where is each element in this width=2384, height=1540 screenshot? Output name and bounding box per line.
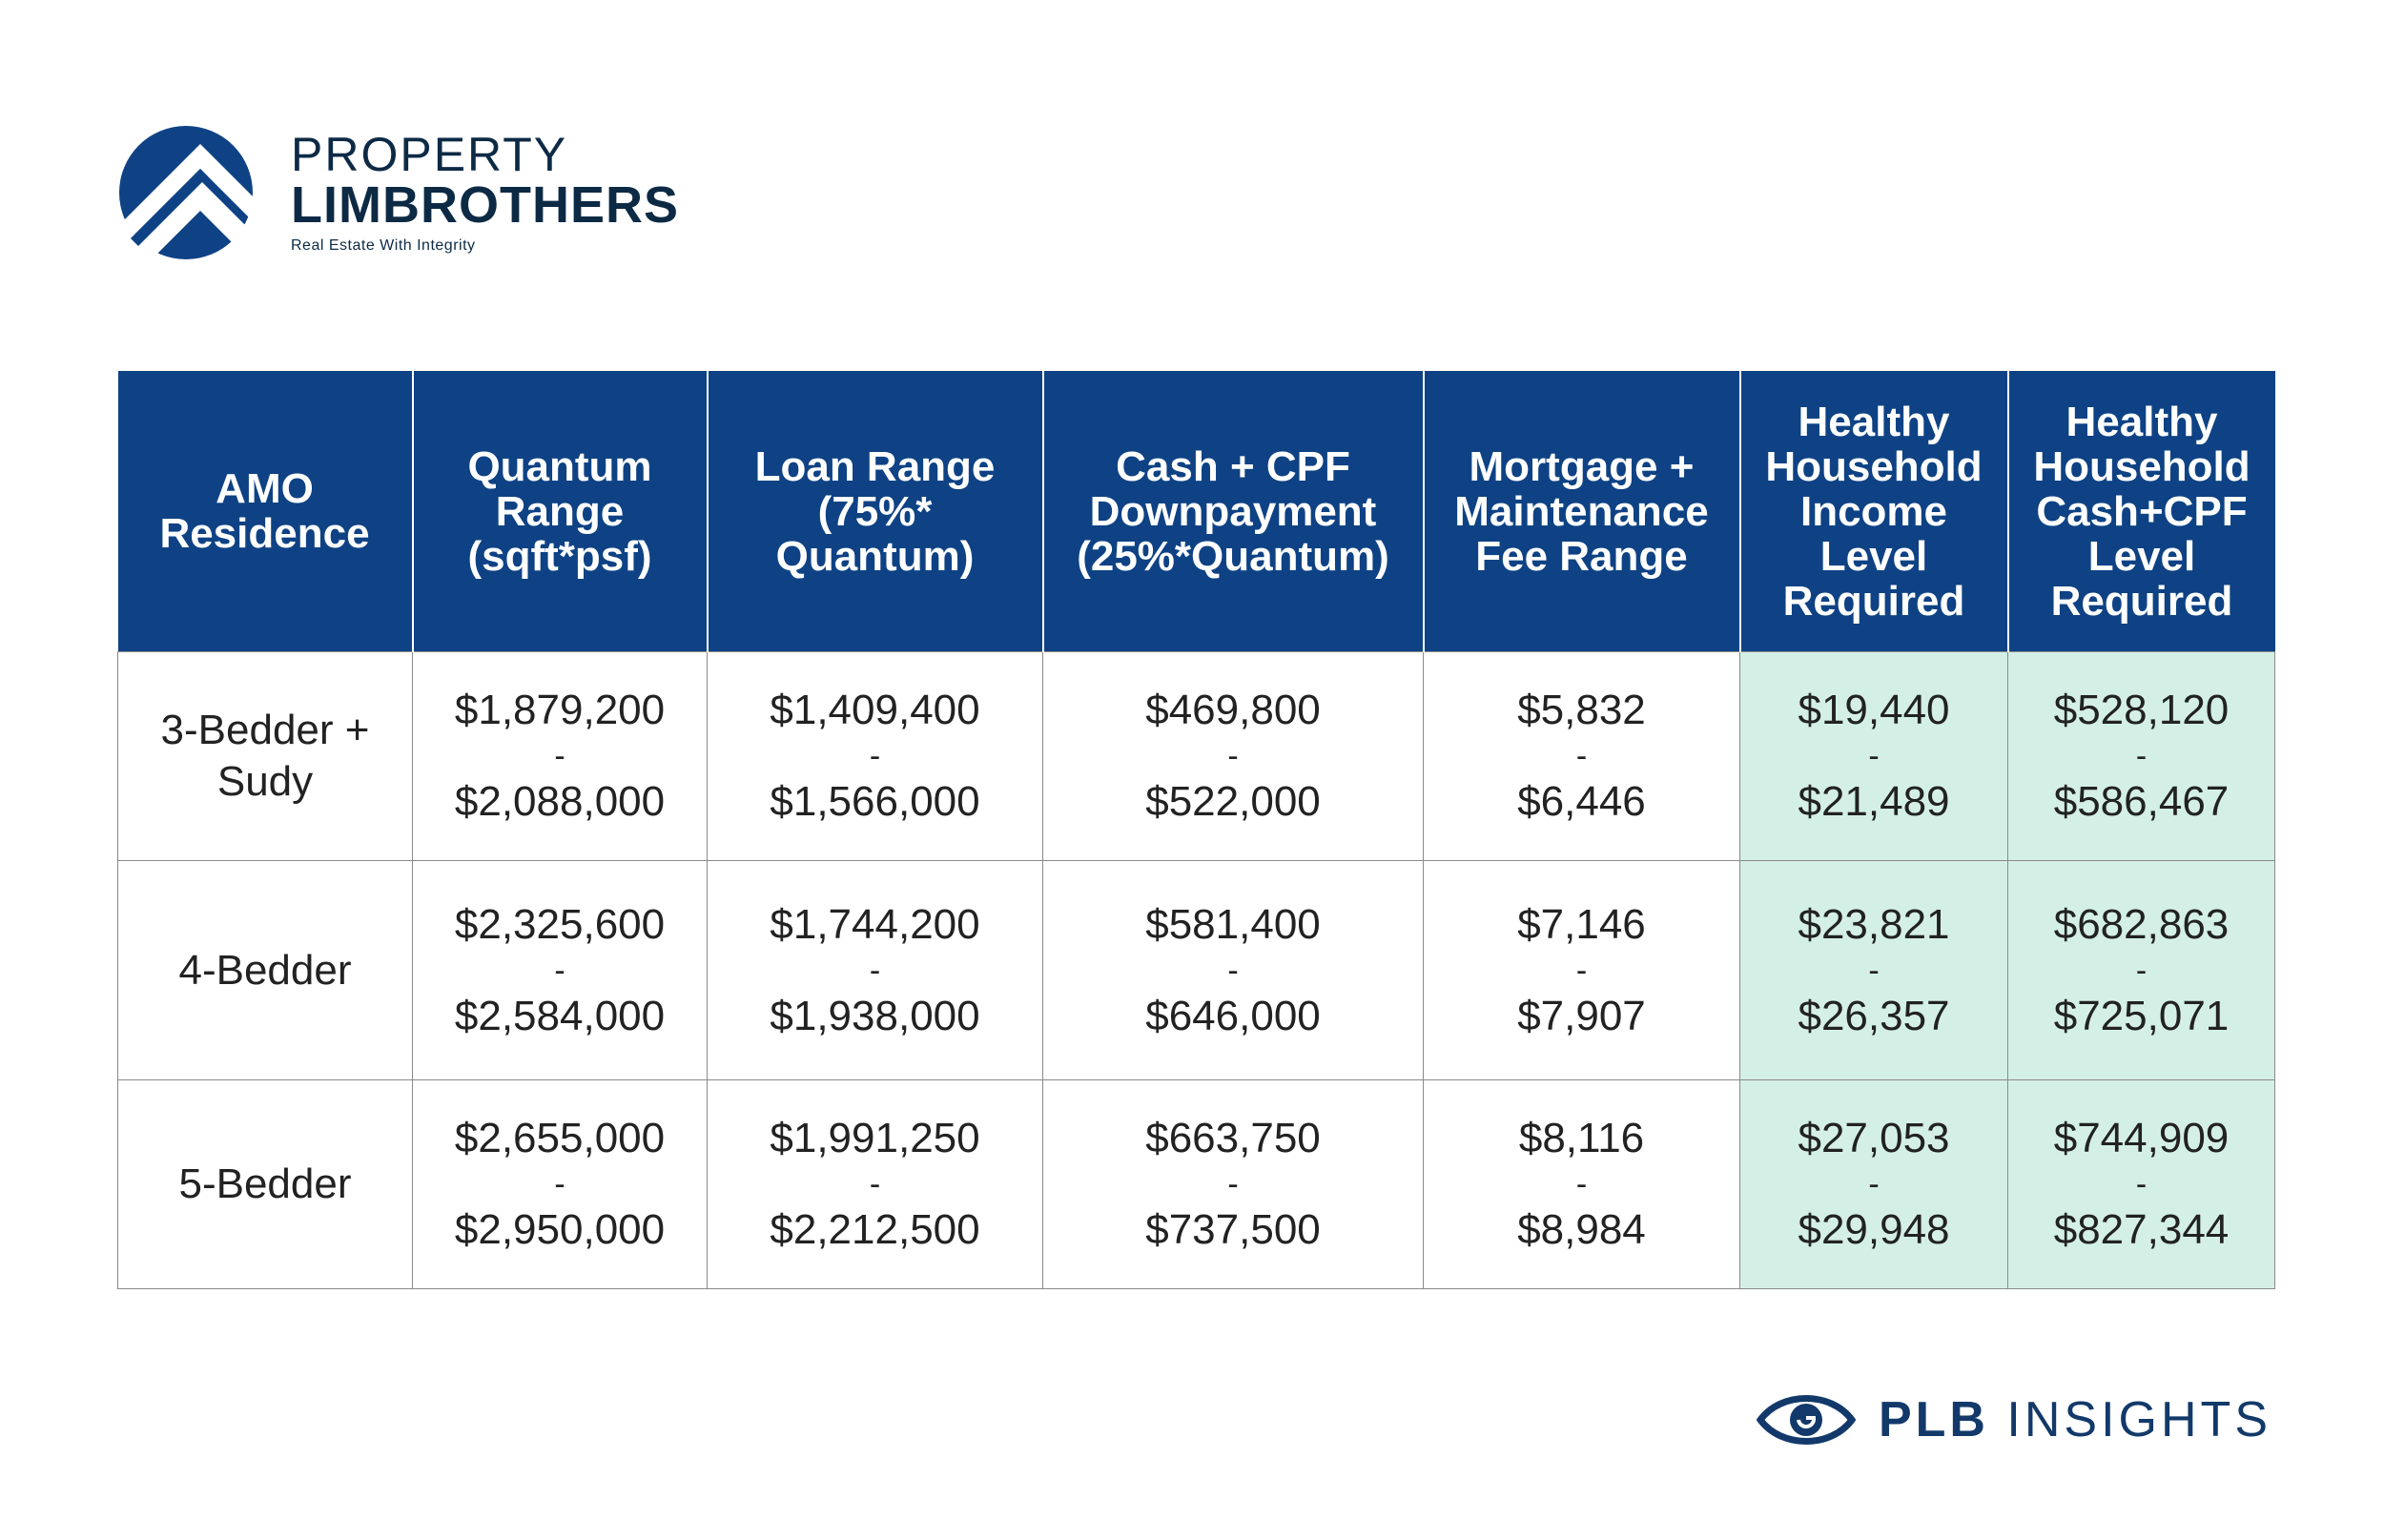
mortgage-cell: $5,832 - $6,446: [1423, 651, 1740, 861]
table-row: 4-Bedder $2,325,600- $2,584,000 $1,744,20…: [117, 860, 2275, 1080]
range-low: $5,832: [1517, 687, 1646, 733]
range-dash: -: [1575, 738, 1588, 774]
price-table: AMO Residence Quantum Range (sqft*psf) L…: [117, 371, 2275, 1289]
range-dash: -: [554, 952, 565, 989]
header-household-cash-cpf: Healthy Household Cash+CPF Level Require…: [2006, 371, 2275, 652]
quantum-cell: $2,325,600 - $2,584,000: [412, 860, 708, 1080]
header-amo-residence: AMO Residence: [117, 371, 414, 652]
quantum-cell: $1,879,200 - $2,088,000: [412, 651, 708, 861]
range-low: $581,400: [1145, 900, 1321, 948]
range-low: $27,053: [1798, 1115, 1950, 1161]
cash-cpf-cell: $528,120 - $586,467: [2007, 651, 2275, 861]
range-high: $29,948: [1798, 1206, 1950, 1253]
range-high: $1,938,000: [770, 992, 980, 1039]
table-row: 5-Bedder $2,655,000 - $2,950,000 $1,991,25…: [117, 1079, 2275, 1289]
mortgage-cell: $7,146 - $7,907: [1423, 860, 1740, 1080]
range-low: $1,744,200: [770, 900, 980, 948]
cash-cpf-cell: $682,863 - $725,071: [2007, 860, 2275, 1080]
range-low: $663,750: [1145, 1115, 1321, 1161]
range-high: $2,212,500: [770, 1206, 980, 1253]
loan-cell: $1,409,400 - $1,566,000: [707, 651, 1043, 861]
range-high: $2,950,000: [454, 1206, 666, 1253]
range-dash: -: [869, 738, 881, 774]
header-downpayment: Cash + CPF Downpayment (25%*Quantum): [1041, 371, 1425, 652]
range-low: $19,440: [1798, 687, 1950, 733]
range-high: $7,907: [1517, 992, 1646, 1039]
house-roof-circle-icon: [119, 126, 253, 259]
range-high: $6,446: [1517, 778, 1646, 825]
range-low: $528,120: [2053, 687, 2230, 733]
range-high: $646,000: [1145, 992, 1321, 1039]
range-high: $2,584,000: [454, 992, 666, 1039]
range-dash: -: [869, 1166, 881, 1202]
range-low: $8,116: [1518, 1115, 1645, 1161]
range-low: $469,800: [1145, 687, 1321, 733]
range-dash: -: [2135, 1166, 2148, 1202]
range-low: $2,655,000: [454, 1115, 666, 1161]
quantum-cell: $2,655,000 - $2,950,000: [412, 1079, 708, 1289]
range-dash: -: [1227, 1166, 1239, 1202]
logo-line-limbrothers: LIMBROTHERS: [291, 176, 679, 234]
range-high: $737,500: [1145, 1206, 1321, 1253]
income-cell: $27,053 - $29,948: [1739, 1079, 2008, 1289]
range-dash: -: [1868, 738, 1880, 774]
header-mortgage-fee: Mortgage + Maintenance Fee Range: [1422, 371, 1741, 652]
range-dash: -: [1227, 952, 1239, 989]
range-low: $1,409,400: [770, 687, 980, 733]
range-dash: -: [2135, 952, 2148, 989]
unit-type-cell: 3-Bedder + Sudy: [117, 651, 413, 861]
range-dash: -: [1868, 952, 1880, 989]
range-high: $26,357: [1798, 992, 1950, 1039]
unit-type-cell: 5-Bedder: [117, 1079, 413, 1289]
range-dash: -: [1227, 738, 1239, 774]
header-loan-range: Loan Range (75%* Quantum): [706, 371, 1044, 652]
brand-plb: PLB: [1878, 1392, 1989, 1448]
income-cell: $23,821 - $26,357: [1739, 860, 2008, 1080]
unit-type-cell: 4-Bedder: [117, 860, 413, 1080]
logo-tagline: Real Estate With Integrity: [291, 237, 476, 254]
plb-insights-brand: PLB INSIGHTS: [1756, 1389, 2271, 1450]
logo-line-property: PROPERTY: [291, 128, 568, 181]
loan-cell: $1,991,250 - $2,212,500: [707, 1079, 1043, 1289]
income-cell: $19,440 - $21,489: [1739, 651, 2008, 861]
range-low: $682,863: [2053, 900, 2230, 948]
range-low: $744,909: [2053, 1115, 2230, 1161]
range-high: $2,088,000: [454, 778, 666, 825]
range-dash: -: [554, 738, 565, 774]
range-dash: -: [869, 952, 881, 989]
range-dash: -: [1575, 1166, 1588, 1202]
header-household-income: Healthy Household Income Level Required: [1738, 371, 2009, 652]
range-dash: -: [554, 1166, 565, 1202]
eye-icon: [1756, 1395, 1856, 1445]
brand-insights: INSIGHTS: [2006, 1392, 2271, 1448]
company-logo: PROPERTY LIMBROTHERS Real Estate With In…: [119, 126, 679, 259]
table-row: 3-Bedder + Sudy $1,879,200 - $2,088,000 $1…: [117, 651, 2275, 861]
loan-cell: $1,744,200 - $1,938,000: [707, 860, 1043, 1080]
range-low: $2,325,600: [454, 900, 666, 948]
range-high: $827,344: [2053, 1206, 2230, 1253]
downpayment-cell: $663,750 - $737,500: [1042, 1079, 1424, 1289]
header-quantum-range: Quantum Range (sqft*psf): [411, 371, 709, 652]
range-high: $586,467: [2053, 778, 2230, 825]
range-low: $7,146: [1517, 900, 1646, 948]
cash-cpf-cell: $744,909 - $827,344: [2007, 1079, 2275, 1289]
range-high: $1,566,000: [770, 778, 980, 825]
mortgage-cell: $8,116 - $8,984: [1423, 1079, 1740, 1289]
range-high: $522,000: [1145, 778, 1321, 825]
range-high: $8,984: [1517, 1206, 1646, 1253]
range-dash: -: [2135, 738, 2148, 774]
range-low: $1,879,200: [454, 687, 666, 733]
range-low: $1,991,250: [770, 1115, 980, 1161]
range-dash: -: [1575, 952, 1588, 989]
range-high: $725,071: [2053, 992, 2230, 1039]
downpayment-cell: $581,400 - $646,000: [1042, 860, 1424, 1080]
header-row: AMO Residence Quantum Range (sqft*psf) L…: [117, 371, 2275, 652]
range-low: $23,821: [1798, 900, 1950, 948]
range-high: $21,489: [1798, 778, 1950, 825]
downpayment-cell: $469,800 - $522,000: [1042, 651, 1424, 861]
range-dash: -: [1868, 1166, 1880, 1202]
